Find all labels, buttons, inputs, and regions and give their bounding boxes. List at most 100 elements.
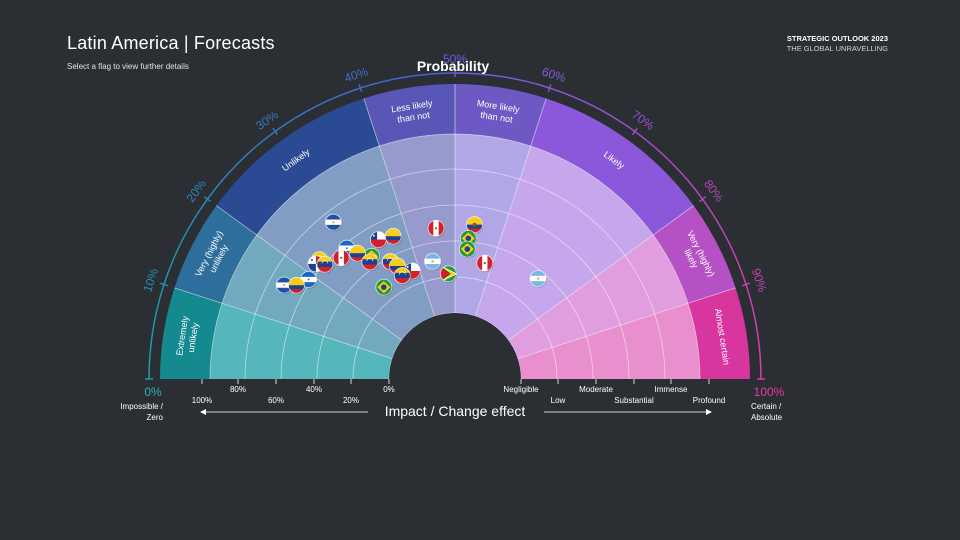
- prob-arc-seg: [653, 145, 672, 164]
- flag-marker-ec[interactable]: Ecuador: [466, 216, 484, 234]
- prob-arc-seg: [502, 76, 527, 83]
- endpoint-left-label: Zero: [147, 413, 164, 422]
- left-impact-label: 0%: [383, 385, 395, 394]
- band-outer-3: [363, 84, 455, 146]
- band-outer-0: [160, 287, 222, 379]
- flag-marker-co[interactable]: Colombia: [384, 227, 402, 246]
- prob-arc-seg: [255, 130, 276, 147]
- flag-marker-ve[interactable]: Venezuela: [393, 267, 412, 285]
- prob-arc-seg: [751, 307, 758, 332]
- prob-tick-10: [159, 282, 168, 287]
- prob-tick-40: [358, 83, 363, 92]
- band-outer-6: [653, 205, 736, 304]
- flag-marker-pe[interactable]: Peru: [476, 254, 494, 273]
- right-impact-label: Low: [551, 396, 566, 405]
- center-hole: [389, 313, 521, 379]
- prob-arc-seg: [670, 162, 689, 181]
- prob-arc-seg: [687, 179, 704, 200]
- band-divider-1: [174, 287, 393, 359]
- prob-arc-seg: [737, 261, 747, 285]
- flag-marker-co[interactable]: Colombia: [349, 244, 367, 263]
- right-impact-label: Immense: [655, 385, 688, 394]
- band-divider-5: [475, 98, 547, 317]
- right-impact-label: Profound: [693, 396, 725, 405]
- prob-tick-label-100: 100%: [754, 385, 785, 399]
- chart-title: Probability: [417, 58, 490, 74]
- prob-arc-seg: [171, 239, 184, 263]
- brand-block: STRATEGIC OUTLOOK 2023 THE GLOBAL UNRAVE…: [787, 34, 888, 54]
- left-shade: [210, 134, 455, 379]
- prob-arc-seg: [360, 80, 384, 89]
- band-inner-5: [455, 145, 654, 379]
- prob-tick-20: [203, 196, 212, 203]
- prob-arc-seg: [571, 95, 595, 108]
- prob-tick-30: [272, 127, 279, 136]
- page-subtitle: Select a flag to view further details: [67, 62, 189, 71]
- band-outer-4: [455, 84, 547, 146]
- right-impact-label: Moderate: [579, 385, 613, 394]
- prob-arc-seg: [337, 87, 361, 97]
- right-impact-label: Substantial: [614, 396, 654, 405]
- prob-arc-seg: [383, 76, 408, 83]
- brand-line-2: THE GLOBAL UNRAVELLING: [786, 44, 888, 53]
- flag-marker-ar[interactable]: Argentina: [529, 270, 547, 288]
- endpoint-right-label: Certain /: [751, 402, 782, 411]
- prob-arc-seg: [206, 179, 223, 200]
- prob-tick-label-40: 40%: [343, 64, 370, 85]
- prob-arc-seg: [163, 261, 173, 285]
- prob-tick-label-0: 0%: [144, 385, 162, 399]
- flag-marker-ve[interactable]: Venezuela: [361, 253, 379, 271]
- prob-tick-80: [698, 196, 707, 203]
- prob-arc-seg: [238, 145, 257, 164]
- prob-tick-90: [742, 282, 751, 287]
- flag-marker-pe[interactable]: Peru: [427, 219, 445, 238]
- prob-arc-seg: [726, 239, 739, 263]
- flag-marker-br[interactable]: Brazil: [375, 278, 393, 297]
- band-label-line: unlikely: [186, 321, 201, 353]
- band-divider-6: [508, 205, 694, 341]
- flag-marker-co[interactable]: Colombia: [288, 276, 306, 295]
- flag-marker-pe[interactable]: Peru: [332, 249, 350, 267]
- prob-arc-seg: [221, 162, 240, 181]
- flag-marker-cl[interactable]: Chile: [369, 231, 388, 249]
- flag-marker-br[interactable]: Brazil: [458, 240, 477, 259]
- page-title: Latin America | Forecasts: [67, 33, 275, 53]
- left-impact-label: 60%: [268, 396, 284, 405]
- impact-grid: [174, 84, 736, 380]
- band-outer-7: [688, 287, 750, 379]
- flag-marker-ar[interactable]: Argentina: [424, 252, 442, 271]
- right-arrow-head: [706, 409, 712, 415]
- prob-arc-seg: [149, 331, 154, 356]
- band-divider-3: [363, 98, 435, 317]
- flag-marker-hn[interactable]: Honduras: [300, 271, 318, 289]
- band-inner-1: [221, 234, 455, 379]
- prob-tick-label-70: 70%: [629, 108, 657, 134]
- prob-arc-seg: [181, 218, 195, 241]
- flag-marker-sv[interactable]: El Salvador: [324, 213, 343, 232]
- prob-arc-seg: [759, 354, 762, 380]
- prob-tick-label-30: 30%: [253, 107, 281, 133]
- flag-marker-gy[interactable]: Guyana: [439, 265, 458, 283]
- prob-arc-seg: [715, 218, 729, 241]
- prob-arc-seg: [549, 87, 573, 97]
- prob-tick-label-10: 10%: [140, 266, 161, 293]
- prob-arc-seg: [315, 95, 339, 108]
- left-impact-label: 80%: [230, 385, 246, 394]
- prob-arc-seg: [294, 105, 317, 119]
- band-outer-5: [530, 98, 694, 235]
- prob-tick-label-80: 80%: [701, 177, 727, 205]
- prob-tick-label-90: 90%: [749, 267, 770, 294]
- prob-tick-70: [631, 127, 638, 136]
- country-flags: El SalvadorPeruChileColombiaArgentinaHon…: [275, 213, 547, 297]
- brand-line-1: STRATEGIC OUTLOOK 2023: [786, 34, 888, 43]
- band-outer-2: [216, 98, 380, 235]
- right-impact-label: Negligible: [503, 385, 539, 394]
- left-arrow-head: [200, 409, 206, 415]
- band-outer-1: [174, 205, 257, 304]
- prob-tick-label-20: 20%: [184, 177, 210, 205]
- left-impact-label: 20%: [343, 396, 359, 405]
- flag-marker-ve[interactable]: Venezuela: [316, 255, 334, 274]
